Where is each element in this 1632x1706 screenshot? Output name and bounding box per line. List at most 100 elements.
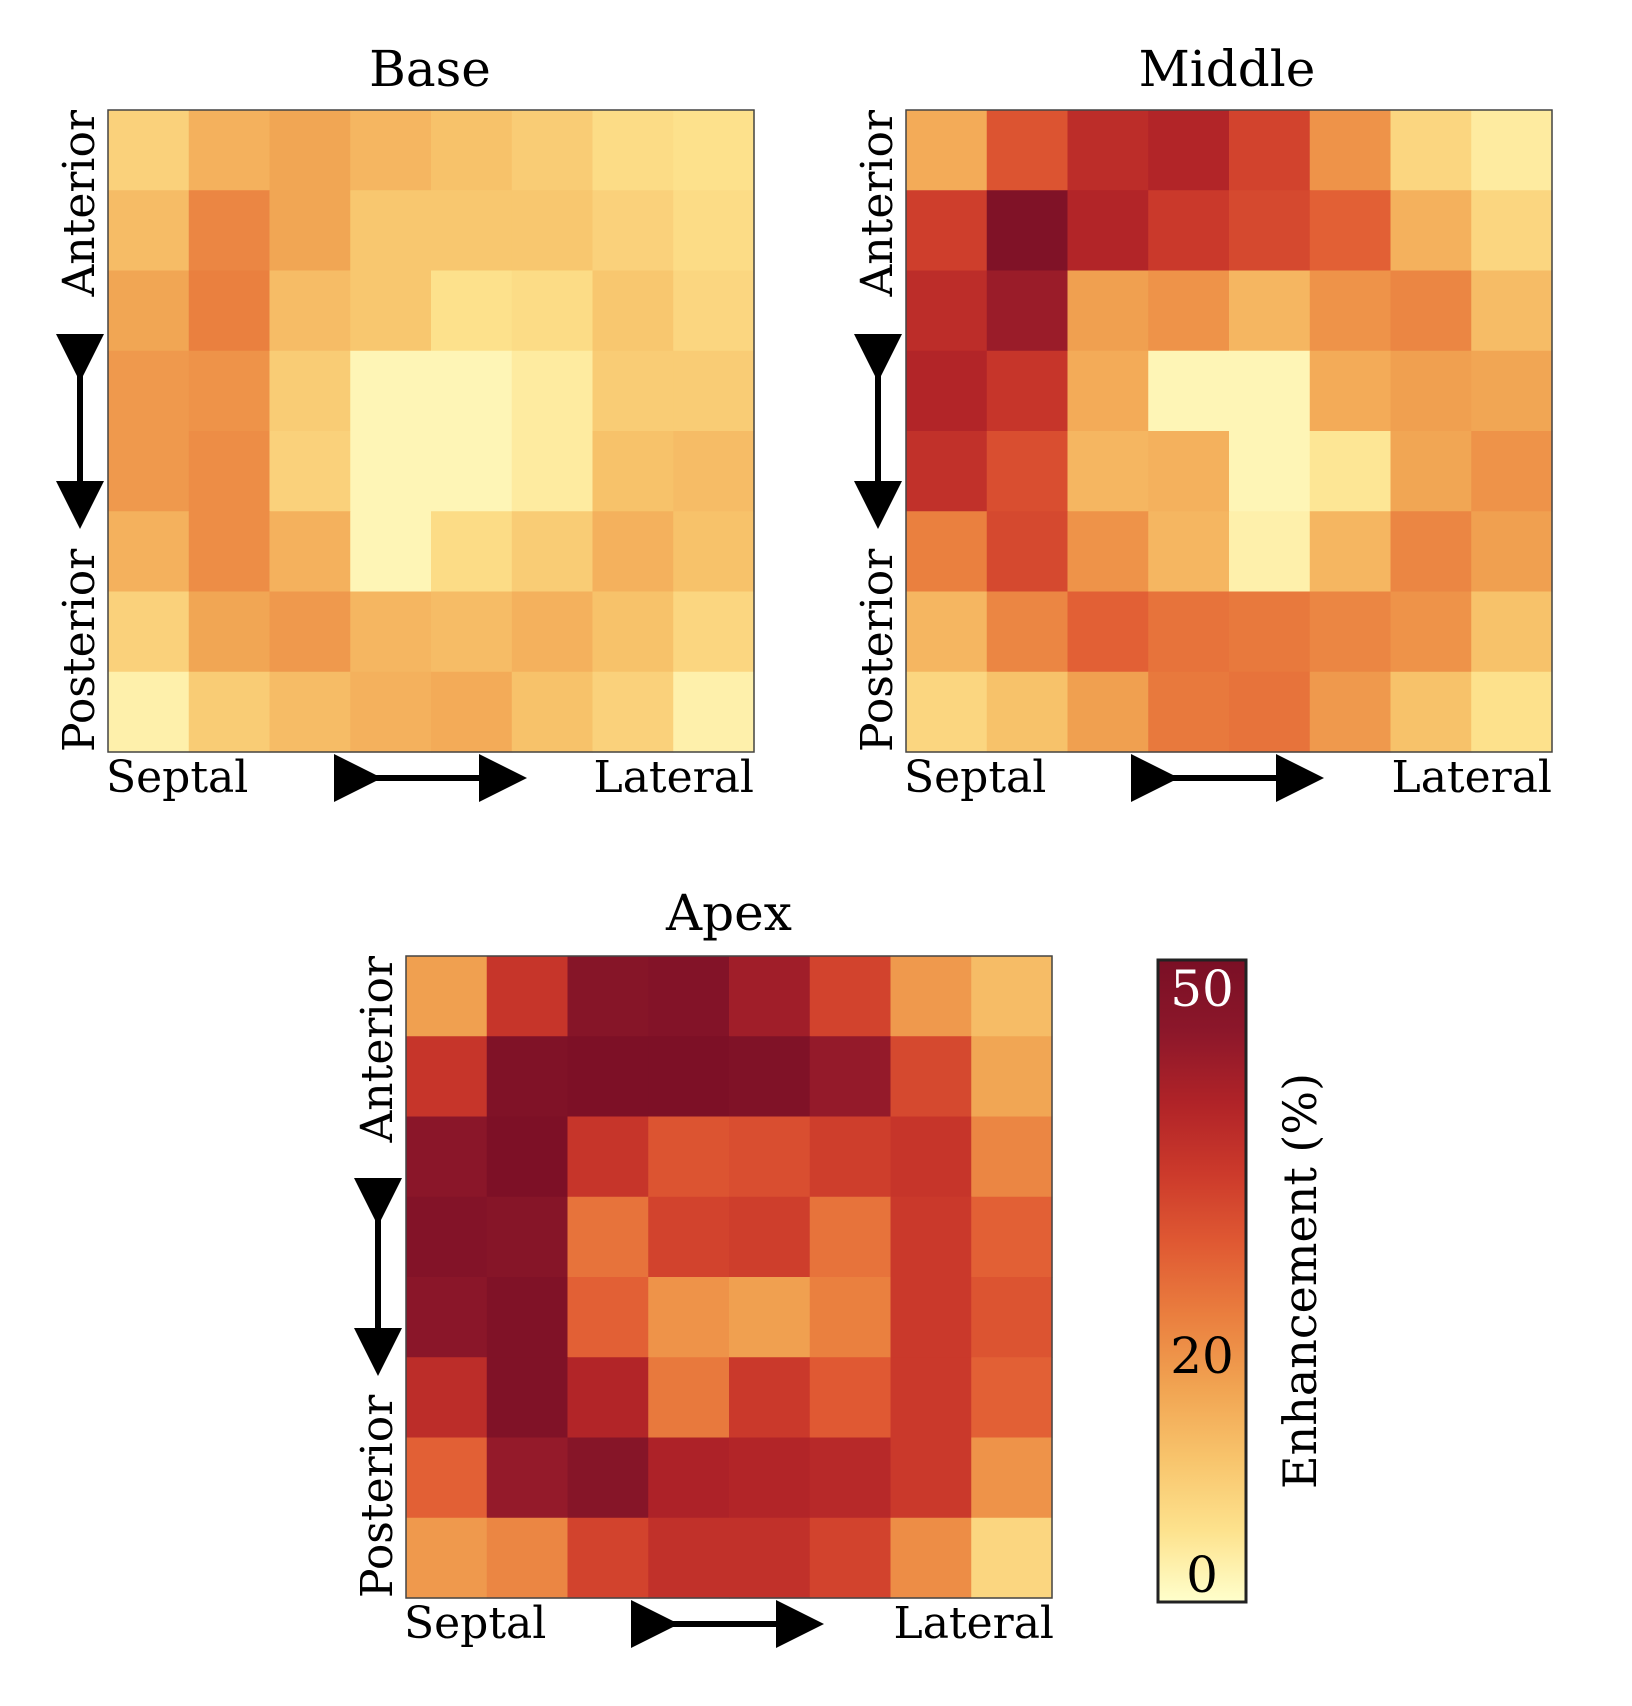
heatmap-cell [906,671,988,753]
heatmap-cell [906,511,988,593]
heatmap-cell [511,431,594,512]
heatmap-cell [567,1277,649,1358]
x-label-lateral: Lateral [593,752,754,803]
heatmap-cell [511,511,594,593]
heatmap-cell [673,190,755,272]
heatmap-frame [107,109,755,753]
heatmap-cell [486,1116,569,1198]
heatmap-cell [673,270,755,352]
x-label-septal: Septal [106,752,248,803]
heatmap-cell [431,591,513,673]
heatmap-cell [1471,110,1553,191]
heatmap-cell [431,431,513,512]
y-label-anterior: Anterior [352,955,403,1143]
colorbar-tick-label: 20 [1170,1327,1234,1385]
heatmap-cell [350,190,432,272]
heatmap-cell [986,671,1069,753]
heatmap-cell [350,671,432,753]
heatmap-cell [592,671,674,753]
heatmap-cell [986,431,1069,512]
heatmap-cell [971,956,1053,1037]
heatmap-cell [729,1517,811,1599]
heatmap-cell [1471,270,1553,352]
heatmap-cell [729,956,811,1037]
heatmap-cell [567,1116,649,1198]
heatmap-cell [188,671,271,753]
heatmap-cell [592,511,674,593]
heatmap-cell [188,511,271,593]
heatmap-cell [1471,671,1553,753]
heatmap-cell [1148,511,1230,593]
heatmap-cell [648,1277,730,1358]
heatmap-cell [188,190,271,272]
colorbar-ticks: 0 20 50 [1170,960,1234,1604]
heatmap-cell [1229,190,1311,272]
heatmap-cell [108,511,190,593]
y-label-posterior: Posterior [54,548,105,752]
heatmap-cell [269,671,351,753]
heatmap-cell [1229,431,1311,512]
colorbar-tick-label: 0 [1186,1546,1218,1604]
panel-title: Base [369,40,491,98]
heatmap-cell [1148,591,1230,673]
heatmap-cell [986,350,1069,432]
y-label-posterior: Posterior [352,1394,403,1598]
heatmap-cell [188,110,271,191]
heatmap-cell [431,110,513,191]
panel-middle: Middle Septal Lateral Anterior Posterior [852,40,1553,803]
heatmap-cell [269,270,351,352]
heatmap-cell [1229,511,1311,593]
heatmap-cell [1067,671,1149,753]
heatmap-cell [809,1196,892,1278]
panel-title: Middle [1139,40,1316,98]
heatmap-cell [350,591,432,673]
heatmap-cell [188,591,271,673]
heatmap-cell [592,110,674,191]
heatmap-cell [1229,671,1311,753]
heatmap-cell [809,1036,892,1118]
heatmap-cell [1390,350,1472,432]
heatmap-cell [1309,350,1392,432]
colorbar-label: Enhancement (%) [1273,1073,1327,1489]
y-label-anterior: Anterior [54,109,105,297]
heatmap-cell [648,1357,730,1439]
heatmap-cell [986,591,1069,673]
heatmap-cell [1309,270,1392,352]
heatmap-cell [890,1437,972,1519]
heatmap-cell [971,1357,1053,1439]
heatmap-cell [809,956,892,1037]
heatmap-cell [431,190,513,272]
heatmap-frame [905,109,1553,753]
heatmap-cell [1229,591,1311,673]
heatmap-cell [269,350,351,432]
heatmap-frame [405,955,1053,1599]
heatmap-grid [906,110,1553,753]
heatmap-cell [986,110,1069,191]
x-label-lateral: Lateral [1391,752,1552,803]
heatmap-cell [1067,110,1149,191]
heatmap-cell [486,1196,569,1278]
heatmap-cell [188,270,271,352]
heatmap-cell [592,270,674,352]
heatmap-cell [673,110,755,191]
heatmap-cell [1148,270,1230,352]
heatmap-cell [890,1517,972,1599]
heatmap-cell [673,511,755,593]
heatmap-cell [906,110,988,191]
heatmap-cell [673,350,755,432]
heatmap-cell [406,956,488,1037]
heatmap-cell [406,1196,488,1278]
heatmap-cell [567,1437,649,1519]
heatmap-cell [986,270,1069,352]
heatmap-cell [1148,190,1230,272]
heatmap-cell [890,1196,972,1278]
heatmap-cell [511,671,594,753]
heatmap-cell [592,190,674,272]
heatmap-cell [906,591,988,673]
x-label-lateral: Lateral [893,1598,1054,1649]
heatmap-cell [809,1357,892,1439]
heatmap-cell [971,1036,1053,1118]
heatmap-cell [108,591,190,673]
heatmap-cell [1471,591,1553,673]
